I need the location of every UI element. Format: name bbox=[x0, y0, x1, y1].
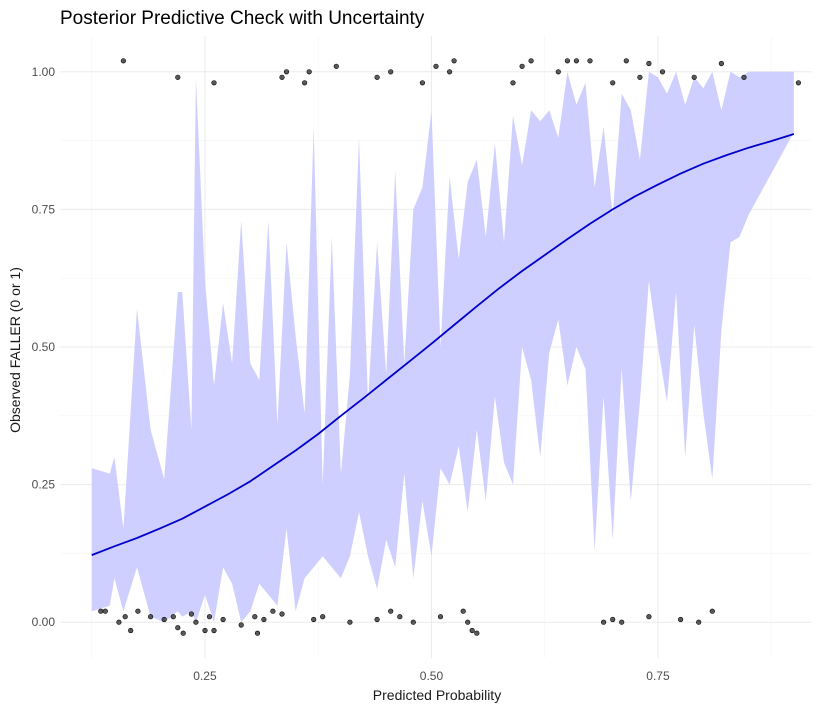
observed-point bbox=[211, 627, 217, 634]
observed-point bbox=[270, 608, 276, 614]
observed-point bbox=[447, 69, 453, 75]
x-tick-labels: 0.25 0.50 0.75 bbox=[193, 669, 670, 683]
observed-point bbox=[610, 616, 616, 623]
mean-line-layer bbox=[91, 133, 795, 556]
observed-point bbox=[220, 616, 226, 623]
observed-point bbox=[388, 608, 394, 614]
observed-point bbox=[161, 616, 167, 623]
observed-point bbox=[709, 608, 715, 614]
observed-point bbox=[623, 58, 629, 64]
observed-point bbox=[283, 69, 290, 75]
observed-point bbox=[619, 619, 625, 625]
observed-point bbox=[795, 80, 802, 86]
y-tick-label: 0.50 bbox=[32, 340, 56, 354]
observed-point bbox=[128, 627, 134, 634]
observed-point bbox=[460, 608, 466, 614]
observed-point bbox=[206, 614, 213, 620]
observed-point bbox=[410, 619, 416, 625]
observed-point bbox=[148, 614, 154, 620]
observed-point bbox=[202, 627, 208, 634]
observed-point bbox=[451, 58, 457, 64]
observed-point bbox=[98, 608, 104, 614]
observed-point bbox=[677, 616, 684, 623]
observed-point bbox=[397, 614, 403, 620]
x-tick-label: 0.50 bbox=[420, 669, 444, 683]
observed-point bbox=[254, 630, 261, 636]
observed-point bbox=[610, 80, 616, 86]
observed-point bbox=[279, 74, 285, 80]
observed-point bbox=[333, 63, 339, 69]
observed-point bbox=[437, 614, 444, 620]
observed-point bbox=[306, 69, 312, 75]
observed-point bbox=[637, 74, 643, 80]
observed-point bbox=[180, 630, 186, 636]
y-tick-label: 0.75 bbox=[32, 202, 56, 216]
x-tick-label: 0.75 bbox=[646, 669, 670, 683]
observed-point bbox=[188, 611, 194, 617]
observed-point bbox=[659, 69, 666, 75]
uncertainty-band-layer bbox=[91, 71, 794, 623]
observed-point bbox=[252, 614, 258, 620]
observed-point bbox=[696, 619, 702, 625]
observed-point bbox=[302, 80, 308, 86]
observed-point bbox=[211, 80, 217, 86]
observed-point bbox=[741, 74, 747, 80]
observed-point bbox=[646, 614, 652, 620]
y-tick-labels: 0.00 0.25 0.50 0.75 1.00 bbox=[32, 65, 56, 629]
observed-point bbox=[122, 614, 128, 620]
observed-point bbox=[261, 616, 267, 623]
observed-point bbox=[135, 608, 141, 614]
observed-point bbox=[646, 60, 652, 67]
observed-point bbox=[587, 58, 593, 64]
x-tick-label: 0.25 bbox=[193, 669, 217, 683]
observed-point bbox=[102, 608, 108, 614]
observed-point bbox=[528, 58, 534, 64]
observed-point bbox=[465, 619, 471, 625]
y-tick-label: 0.00 bbox=[32, 615, 56, 629]
observed-point bbox=[175, 625, 181, 631]
x-axis-label: Predicted Probability bbox=[373, 687, 501, 703]
observed-point bbox=[469, 627, 475, 634]
observed-point bbox=[116, 619, 122, 625]
mean-prediction-line bbox=[91, 133, 795, 556]
observed-point bbox=[120, 58, 126, 64]
observed-point bbox=[691, 74, 697, 80]
uncertainty-band bbox=[91, 71, 794, 623]
observed-point bbox=[718, 60, 725, 67]
observed-point bbox=[564, 58, 571, 64]
observed-point bbox=[279, 611, 285, 617]
chart-title: Posterior Predictive Check with Uncertai… bbox=[60, 8, 425, 29]
observed-point bbox=[510, 80, 516, 86]
observed-point bbox=[170, 614, 176, 620]
observed-point bbox=[419, 80, 426, 86]
observed-point bbox=[374, 74, 380, 80]
observed-point bbox=[573, 58, 580, 64]
y-tick-label: 1.00 bbox=[32, 65, 56, 79]
observed-point bbox=[388, 69, 394, 75]
observed-point bbox=[347, 619, 353, 625]
observed-point bbox=[374, 616, 380, 623]
observed-point bbox=[474, 630, 480, 636]
observed-point bbox=[555, 69, 561, 75]
y-axis-label: Observed FALLER (0 or 1) bbox=[7, 267, 23, 433]
observed-point bbox=[600, 619, 607, 625]
observed-point bbox=[320, 614, 326, 620]
observed-point bbox=[238, 622, 244, 628]
observed-point bbox=[193, 619, 199, 625]
observed-point bbox=[433, 63, 439, 69]
observed-points-layer bbox=[98, 58, 802, 636]
y-tick-label: 0.25 bbox=[32, 478, 56, 492]
observed-point bbox=[175, 74, 181, 80]
observed-point bbox=[311, 616, 317, 623]
observed-point bbox=[519, 63, 525, 69]
